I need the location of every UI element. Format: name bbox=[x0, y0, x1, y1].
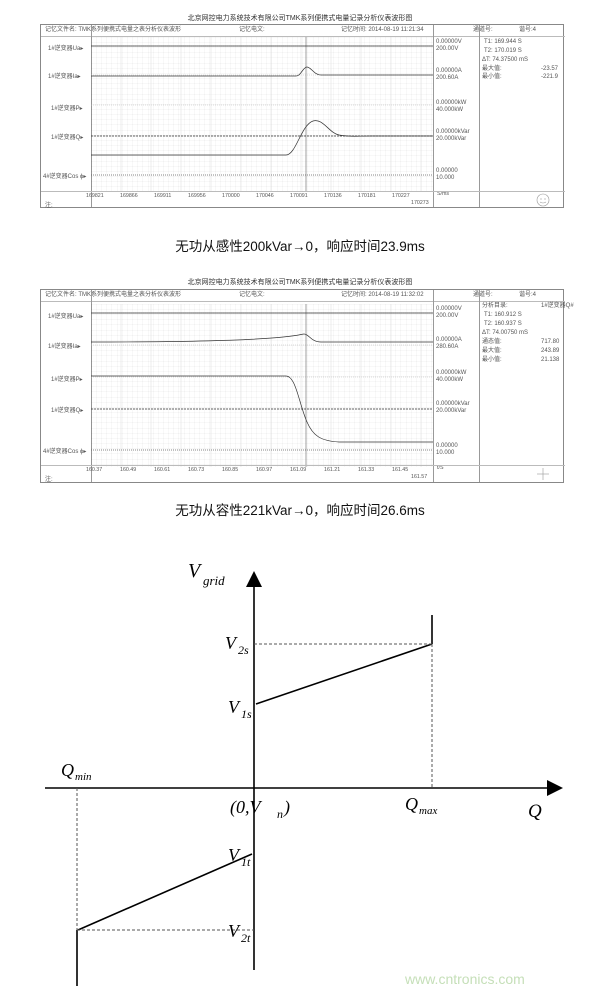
svg-text:V: V bbox=[225, 633, 238, 653]
svg-text:V: V bbox=[228, 845, 241, 865]
svg-text:2t: 2t bbox=[241, 931, 251, 945]
svg-text:2s: 2s bbox=[238, 643, 249, 657]
svg-text:V: V bbox=[228, 921, 241, 941]
svg-text:www.cntronics.com: www.cntronics.com bbox=[404, 971, 525, 987]
svg-text:1t: 1t bbox=[241, 855, 251, 869]
svg-text:V: V bbox=[228, 697, 241, 717]
svg-text:1s: 1s bbox=[241, 707, 252, 721]
svg-text:min: min bbox=[75, 771, 92, 783]
svg-text:n: n bbox=[277, 807, 283, 821]
svg-text:): ) bbox=[283, 797, 290, 818]
svg-text:grid: grid bbox=[203, 573, 225, 588]
svg-text:(0,V: (0,V bbox=[230, 797, 262, 818]
svg-text:max: max bbox=[419, 805, 437, 817]
svg-text:V: V bbox=[188, 560, 203, 582]
svg-text:Q: Q bbox=[405, 794, 418, 814]
svg-text:Q: Q bbox=[528, 801, 542, 822]
svg-text:Q: Q bbox=[61, 760, 74, 780]
